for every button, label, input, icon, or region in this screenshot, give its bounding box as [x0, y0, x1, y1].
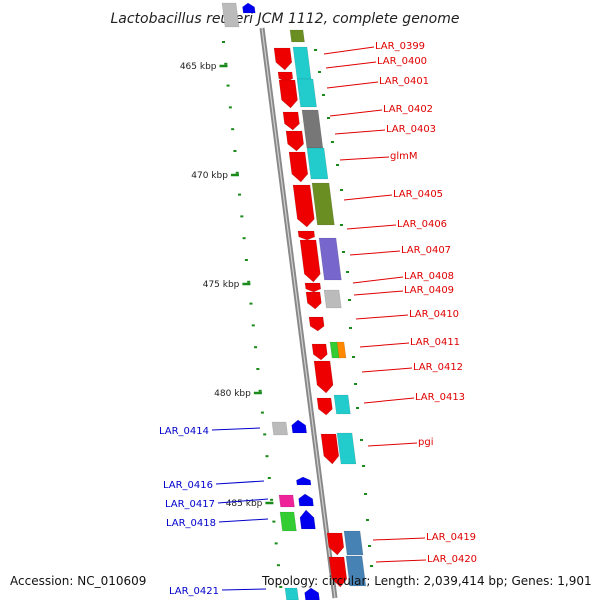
gene-label: LAR_0414 — [159, 426, 209, 437]
gene-label: LAR_0401 — [379, 76, 429, 87]
gene-feature-box — [345, 555, 367, 587]
label-leader-line — [367, 442, 418, 447]
label-leader-line — [353, 290, 404, 296]
label-leader-line — [355, 314, 409, 320]
gene-feature-box — [336, 432, 357, 465]
label-leader-line — [359, 342, 410, 348]
label-leader-line — [346, 224, 397, 230]
gene-feature-box — [318, 237, 342, 281]
gene-label: LAR_0408 — [404, 271, 454, 282]
gene-label: LAR_0411 — [410, 337, 460, 348]
label-leader-line — [349, 250, 401, 256]
label-leader-line — [363, 397, 415, 404]
gene-arrow — [304, 282, 322, 293]
gene-arrow — [273, 47, 293, 71]
gene-arrow — [304, 587, 320, 600]
gene-label: LAR_0418 — [166, 518, 216, 529]
gene-arrow — [326, 532, 345, 556]
gene-arrow — [291, 419, 308, 434]
gene-arrow — [296, 476, 312, 486]
label-leader-line — [323, 46, 375, 55]
gene-arrow — [305, 291, 322, 310]
label-leader-line — [221, 588, 267, 591]
gene-arrow — [328, 556, 348, 588]
gene-label: LAR_0420 — [427, 554, 477, 565]
gene-arrow — [282, 111, 300, 131]
label-leader-line — [325, 61, 377, 69]
gene-arrow — [299, 239, 321, 283]
gene-label: LAR_0413 — [415, 392, 465, 403]
label-leader-line — [372, 537, 426, 541]
label-leader-line — [211, 427, 261, 431]
gene-feature-box — [289, 29, 305, 43]
gene-arrow — [298, 493, 314, 507]
gene-arrow — [311, 343, 328, 361]
gene-label: LAR_0402 — [383, 104, 433, 115]
label-leader-line — [339, 156, 390, 161]
label-leader-line — [217, 498, 269, 504]
topology-text: Topology: circular; Length: 2,039,414 bp… — [262, 574, 592, 588]
gene-feature-box — [221, 2, 240, 28]
gene-label: LAR_0410 — [409, 309, 459, 320]
gene-feature-box — [343, 530, 364, 556]
gene-feature-box — [306, 147, 329, 180]
kbp-label: 475 kbp — [203, 280, 240, 290]
gene-feature-box — [278, 494, 295, 508]
gene-arrow — [292, 184, 315, 228]
gene-arrow — [285, 130, 304, 152]
gene-arrow — [316, 397, 333, 416]
gene-feature-box — [296, 78, 317, 108]
gene-label: LAR_0409 — [404, 285, 454, 296]
gene-arrow — [242, 2, 256, 14]
gene-feature-box — [311, 182, 335, 226]
gene-label: LAR_0407 — [401, 245, 451, 256]
gene-arrow — [313, 360, 334, 394]
gene-label: LAR_0419 — [426, 532, 476, 543]
label-leader-line — [343, 194, 393, 201]
gene-feature-box — [271, 421, 289, 436]
gene-label: glmM — [390, 151, 418, 162]
gene-label: LAR_0406 — [397, 219, 447, 230]
kbp-label: 470 kbp — [191, 171, 228, 181]
gene-feature-box — [279, 511, 297, 532]
map-title: Lactobacillus reuteri JCM 1112, complete… — [110, 11, 459, 27]
gene-label: LAR_0417 — [165, 499, 215, 510]
kbp-label: 485 kbp — [226, 499, 263, 509]
kbp-label: 480 kbp — [214, 389, 251, 399]
label-leader-line — [218, 518, 269, 523]
label-leader-line — [326, 81, 379, 89]
label-leader-line — [329, 109, 383, 117]
gene-label: LAR_0421 — [169, 586, 219, 597]
label-leader-line — [375, 559, 427, 563]
accession-text: Accession: NC_010609 — [10, 574, 147, 588]
gene-arrow — [278, 79, 298, 109]
gene-arrow — [320, 433, 340, 465]
gene-feature-box — [336, 341, 347, 359]
gene-label: LAR_0399 — [375, 41, 425, 52]
gene-arrow — [288, 151, 309, 183]
gene-label: LAR_0412 — [413, 362, 463, 373]
gene-label: LAR_0416 — [163, 480, 213, 491]
gene-label: LAR_0403 — [386, 124, 436, 135]
gene-arrow — [297, 230, 316, 241]
gene-label: LAR_0405 — [393, 189, 443, 200]
gene-feature-box — [292, 46, 312, 80]
gene-feature-box — [301, 109, 324, 149]
gene-label: LAR_0400 — [377, 56, 427, 67]
label-leader-line — [361, 367, 413, 373]
label-leader-line — [334, 129, 386, 135]
gene-feature-box — [284, 587, 299, 600]
label-leader-line — [352, 276, 404, 284]
gene-label: pgi — [418, 437, 433, 448]
label-leader-line — [215, 480, 265, 485]
kbp-label: 465 kbp — [180, 62, 217, 72]
gene-feature-box — [333, 394, 351, 415]
gene-feature-box — [323, 289, 342, 309]
gene-arrow — [299, 509, 316, 530]
gene-arrow — [308, 316, 325, 332]
